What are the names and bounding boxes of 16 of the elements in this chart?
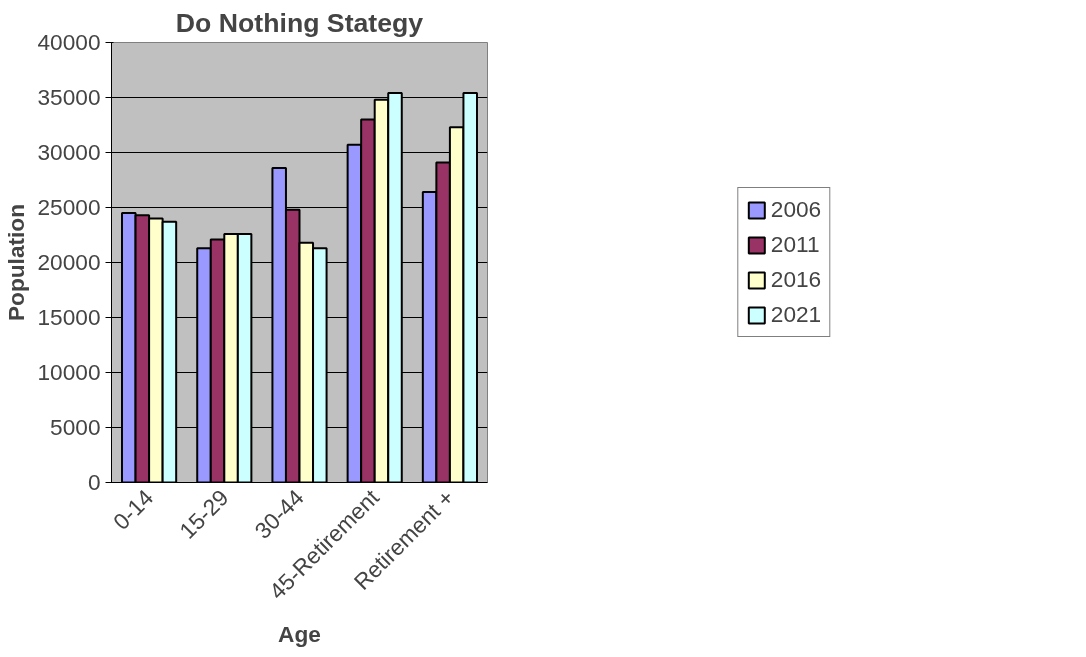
chart-title: Do Nothing Stategy (175, 7, 424, 38)
y-tick-label: 30000 (37, 139, 101, 165)
x-axis-title: Age (278, 621, 321, 648)
y-tick-label: 15000 (37, 304, 101, 330)
y-tick-label: 35000 (37, 84, 101, 110)
y-axis-title: Population (3, 203, 30, 322)
y-tick-label: 20000 (37, 249, 101, 275)
y-tick-label: 40000 (37, 29, 101, 55)
legend-label: 2011 (770, 231, 820, 258)
legend-label: 2016 (770, 266, 822, 293)
y-tick-label: 25000 (37, 194, 101, 220)
y-tick-label: 5000 (50, 414, 101, 440)
y-tick-label: 10000 (37, 359, 101, 385)
legend-label: 2021 (770, 301, 822, 328)
legend-label: 2006 (770, 196, 822, 223)
y-tick-label: 0 (87, 469, 101, 495)
